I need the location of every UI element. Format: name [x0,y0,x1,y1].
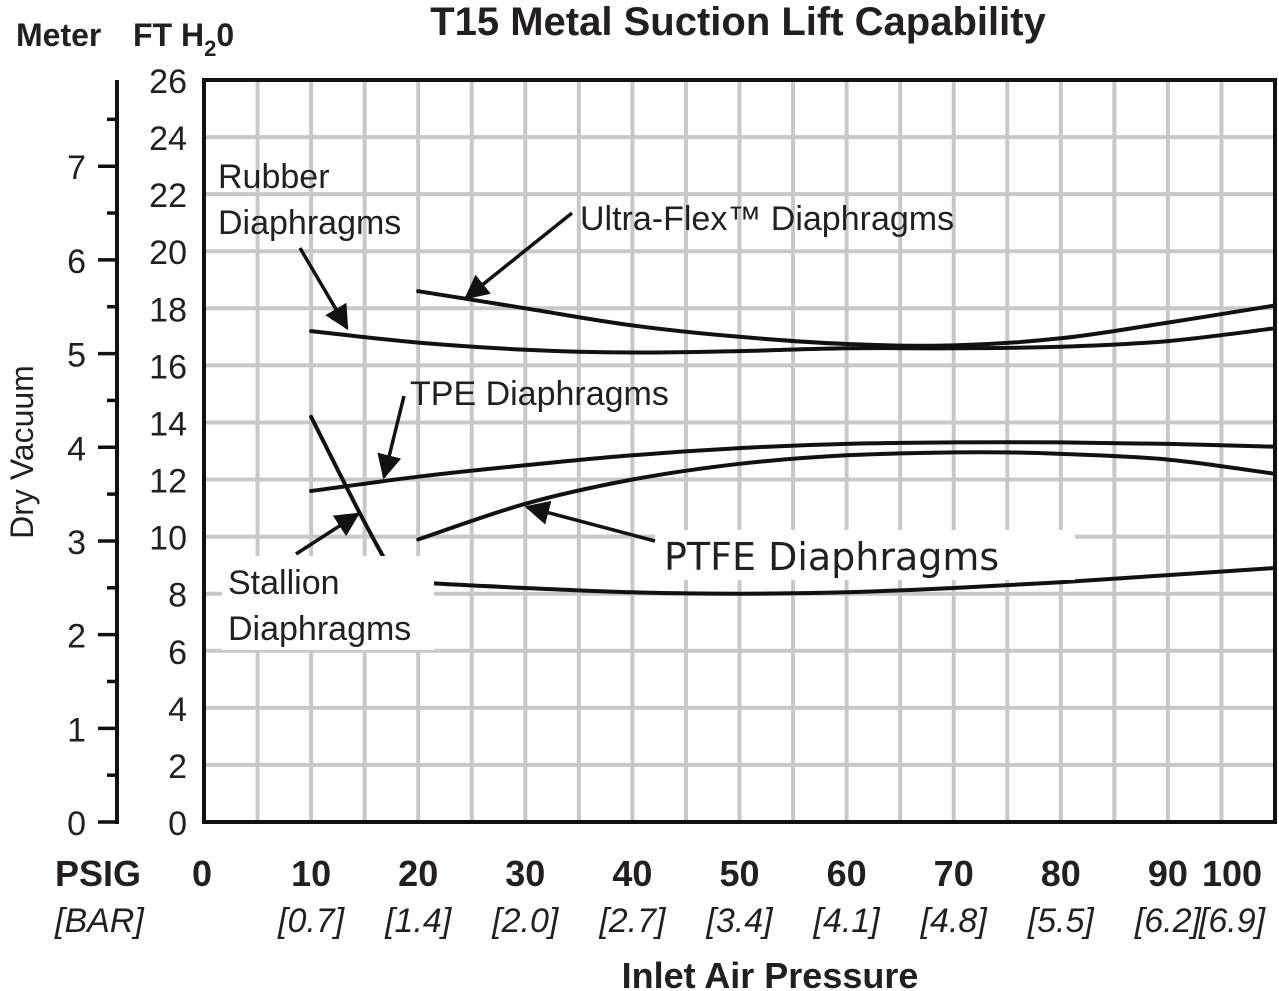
meter-tick-label: 3 [67,524,86,562]
x-tick-label: 10 [291,853,331,894]
ft-tick-label: 26 [149,63,187,101]
ft-tick-label: 14 [149,405,187,443]
meter-axis: 0 1 2 3 4 5 6 7 [67,117,117,843]
left-unit-label: Meter [16,17,101,53]
annotation-ultraflex-arrow [464,211,574,300]
ft-tick-label: 4 [168,691,187,729]
meter-tick-label: 1 [67,711,86,749]
x-tick-label: 20 [398,853,438,894]
annotation-rubber-arrow [298,247,349,331]
series-line-ptfe-diaphragms [416,450,1277,542]
annotation-stallion-line1: Stallion [228,564,340,602]
ft-tick-label: 2 [168,748,187,786]
x-tick-label: 80 [1041,853,1081,894]
plot-frame [202,78,1277,824]
x-tick-label: 100 [1202,853,1262,894]
annotation-ptfe-backdrop [655,530,1075,580]
grid [204,80,1277,822]
ft-tick-label: 22 [149,177,187,215]
x-tick-bar-label: [2.0] [491,902,560,940]
y-axis-label: Dry Vacuum [4,365,40,539]
ft-tick-label: 18 [149,291,187,329]
x-tick-bar-label: [4.8] [920,902,989,940]
x-tick-bar-label: [6.2] [1134,902,1203,940]
x-tick-bar-label: [3.4] [705,902,774,940]
x-tick-bar-label: [1.4] [384,902,453,940]
x-unit-label: PSIG [55,853,141,894]
ft-tick-label: 16 [149,348,187,386]
x-tick-label: 70 [934,853,974,894]
ft-tick-label: 24 [149,120,187,158]
annotation-ultraflex: Ultra-Flex™ Diaphragms [580,200,954,238]
series-line-rubber-diaphragms [309,326,1277,355]
annotation-stallion-backdrop [222,556,434,650]
x-tick-bar-label: [5.5] [1027,902,1096,940]
meter-tick-label: 0 [67,805,86,843]
annotation-stallion-line2: Diaphragms [228,610,411,648]
series-line-ultra-flex-diaphragms [416,289,1277,348]
right-unit-label: FT H20 [133,17,234,61]
annotations: Rubber Diaphragms Ultra-Flex™ Diaphragms… [218,158,1075,650]
annotation-rubber-line2: Diaphragms [218,204,401,242]
x-tick-bar-label: [0.7] [277,902,346,940]
x-tick-label: 40 [612,853,652,894]
ft-tick-label: 10 [149,520,187,558]
x-tick-bar-label: [4.1] [813,902,882,940]
x-tick-bar-label: [6.9] [1198,902,1267,940]
ft-tick-label: 20 [149,234,187,272]
annotation-tpe-arrow [377,395,406,480]
x-tick-label: 60 [827,853,867,894]
meter-tick-label: 2 [67,618,86,656]
x-tick-label: 30 [505,853,545,894]
meter-tick-label: 4 [67,430,86,468]
annotation-ptfe-arrow [524,500,656,543]
ft-tick-label: 6 [168,634,187,672]
meter-tick-label: 7 [67,149,86,187]
annotation-rubber-line1: Rubber [218,158,330,196]
ft-tick-label: 0 [168,805,187,843]
annotation-ptfe: PTFE Diaphragms [664,535,999,579]
x-tick-label: 0 [192,853,212,894]
meter-tick-label: 6 [67,243,86,281]
x-tick-bar-label: [2.7] [598,902,667,940]
x-axis: 0 10 [0.7] 20 [1.4] 30 [2.0] 40 [2.7] 50 [3.4] 60 [4… [192,853,1267,940]
series-line-tpe-diaphragms [309,440,1277,493]
x-axis-label: Inlet Air Pressure [622,955,919,991]
annotation-stallion-arrow [295,512,361,556]
x-alt-unit-label: [BAR] [54,902,145,940]
ft-tick-label: 12 [149,463,187,501]
x-tick-label: 90 [1148,853,1188,894]
meter-tick-label: 5 [67,337,86,375]
x-tick-label: 50 [719,853,759,894]
chart-title: T15 Metal Suction Lift Capability [430,0,1046,44]
annotation-tpe: TPE Diaphragms [410,375,669,413]
ft-tick-label: 8 [168,577,187,615]
